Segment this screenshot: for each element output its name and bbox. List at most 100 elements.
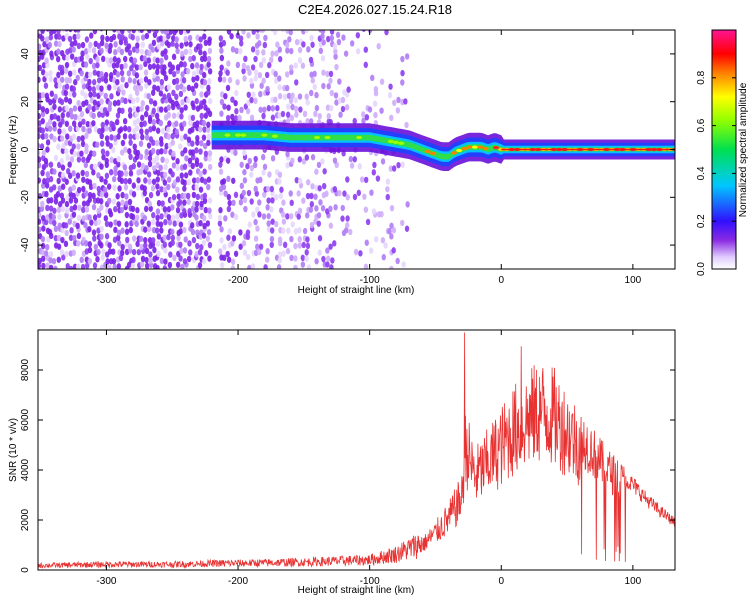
spectrogram-noise-cell (179, 42, 184, 49)
spectrogram-noise-cell (175, 261, 181, 268)
spectrogram-noise-cell (217, 214, 223, 222)
spectrogram-noise-cell (42, 41, 47, 48)
spectrogram-noise-cell (205, 220, 211, 227)
spectrogram-noise-cell (330, 257, 335, 264)
spectrogram-noise-cell (49, 90, 54, 97)
spectrogram-noise-cell (282, 93, 288, 101)
spectrogram-noise-cell (158, 35, 164, 42)
spectrogram-noise-cell (321, 255, 326, 263)
spectrogram-noise-cell (277, 46, 283, 53)
spectrogram-noise-cell (80, 41, 86, 49)
spectrogram-noise-cell (155, 176, 160, 183)
spectrogram-noise-cell (234, 47, 239, 55)
spectrogram-noise-cell (131, 256, 136, 264)
spectrogram-ridge-hotspot (429, 151, 436, 155)
spectrogram-noise-cell (134, 220, 139, 228)
spectrogram-noise-cell (76, 30, 81, 33)
spectrogram-noise-cell (140, 162, 146, 170)
spectrogram-noise-cell (325, 261, 330, 268)
spectrogram-noise-cell (332, 157, 338, 164)
spectrogram-noise-cell (191, 76, 196, 83)
spectrogram-noise-cell (92, 262, 98, 269)
spectrogram-noise-cell (99, 233, 104, 240)
spectrogram-noise-cell (219, 237, 224, 244)
spectrogram-noise-cell (158, 221, 164, 228)
spectrogram-noise-cell (194, 214, 199, 221)
spectrogram-noise-cell (131, 191, 137, 198)
spectrogram-noise-cell (185, 68, 191, 75)
spectrogram-noise-cell (206, 228, 212, 236)
spectrogram-noise-cell (316, 161, 322, 169)
spectrogram-noise-cell (127, 198, 133, 206)
spectrogram-noise-cell (45, 262, 50, 269)
spectrogram-noise-cell (243, 205, 248, 213)
spectrogram-noise-cell (136, 248, 142, 256)
spectrogram-noise-cell (230, 211, 235, 218)
spectrogram-noise-cell (40, 91, 46, 99)
spectrogram-noise-cell (142, 185, 147, 192)
spectrogram-noise-cell (245, 253, 251, 261)
spectrogram-noise-cell (40, 169, 45, 177)
spectrogram-noise-cell (89, 219, 94, 226)
spectrogram-noise-cell (71, 249, 76, 256)
spectrogram-noise-cell (269, 235, 275, 243)
spectrogram-noise-cell (67, 161, 72, 168)
spectrogram-noise-cell (83, 48, 89, 55)
spectrogram-noise-cell (43, 218, 49, 226)
spectrogram-noise-cell (195, 120, 200, 127)
spectrogram-noise-cell (45, 146, 50, 153)
spectrogram-noise-cell (162, 265, 168, 269)
spectrogram-noise-cell (44, 190, 49, 198)
spectrogram-noise-cell (69, 205, 74, 213)
spectrogram-noise-cell (53, 77, 58, 84)
spectrogram-noise-cell (318, 47, 324, 55)
spectrogram-noise-cell (166, 133, 171, 140)
spectrogram-noise-cell (309, 192, 314, 200)
spectrogram-noise-cell (373, 236, 379, 243)
spectrogram-noise-cell (115, 112, 121, 119)
spectrogram-noise-cell (107, 197, 112, 205)
spectrogram-noise-cell (166, 126, 171, 133)
spectrogram-noise-cell (72, 105, 78, 112)
spectrogram-noise-cell (52, 103, 57, 110)
spectrogram-noise-cell (144, 134, 150, 141)
spectrogram-noise-cell (218, 35, 224, 42)
spectrogram-noise-cell (135, 47, 140, 54)
spectrogram-noise-cell (207, 241, 213, 249)
spectrogram-noise-cell (199, 140, 204, 147)
spectrogram-noise-cell (218, 248, 223, 255)
spectrogram-noise-cell (91, 47, 97, 54)
spectrogram-ridge-hotspot (387, 139, 394, 143)
spectrogram-noise-cell (202, 257, 207, 265)
spectrogram-noise-cell (187, 208, 192, 215)
spectrogram-noise-cell (46, 236, 51, 243)
spectrogram-noise-cell (145, 104, 150, 112)
spectrogram-noise-cell (154, 155, 160, 162)
spectrogram-noise-cell (235, 32, 241, 39)
spectrogram-noise-cell (103, 215, 109, 222)
spectrogram-noise-cell (229, 33, 234, 40)
spectrogram-noise-cell (95, 141, 100, 148)
spectrogram-noise-cell (72, 204, 78, 211)
spectrogram-noise-cell (128, 153, 133, 161)
spectrogram-noise-cell (308, 118, 314, 125)
snr-ytick-label: 2000 (20, 508, 31, 531)
spectrogram-noise-cell (305, 118, 310, 125)
spectrogram-noise-cell (143, 110, 149, 118)
spectrogram-noise-cell (230, 96, 235, 103)
spectrogram-noise-cell (195, 139, 200, 146)
spectrogram-noise-cell (263, 34, 268, 42)
spectrogram-noise-cell (221, 178, 227, 185)
spectrogram-noise-cell (198, 36, 203, 43)
spectrogram-noise-cell (202, 50, 207, 58)
spectrogram-noise-cell (52, 207, 57, 214)
spectrogram-noise-cell (151, 165, 157, 172)
spectrogram-noise-cell (69, 41, 75, 48)
spectrogram-noise-cell (92, 99, 98, 106)
spectrogram-noise-cell (238, 48, 243, 55)
spectrogram-noise-cell (76, 232, 82, 240)
spectrogram-noise-cell (277, 55, 283, 63)
spectrogram-noise-cell (202, 192, 208, 200)
spectrogram-noise-cell (56, 115, 61, 122)
